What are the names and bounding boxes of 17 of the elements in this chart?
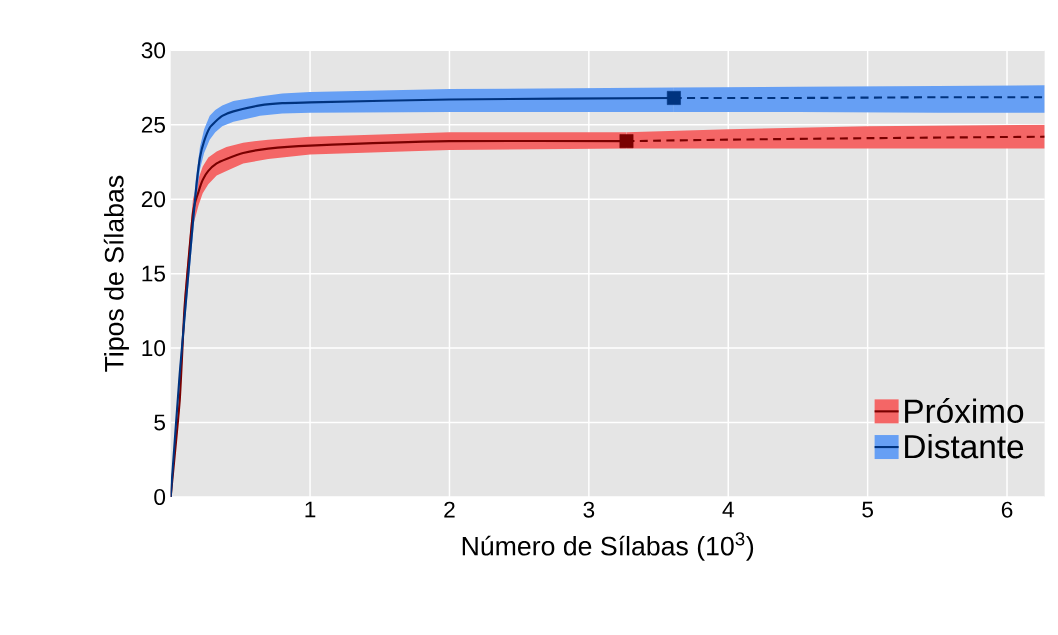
x-tick-label: 1 xyxy=(305,501,316,518)
y-tick-label: 25 xyxy=(141,116,165,133)
y-tick-label: 5 xyxy=(154,414,165,431)
y-tick-label: 20 xyxy=(141,191,166,208)
y-tick-label: 15 xyxy=(142,265,165,282)
x-tick-label: 6 xyxy=(1001,501,1013,518)
y-tick-label: 0 xyxy=(154,488,166,506)
y-tick-label: 10 xyxy=(142,340,166,357)
y-tick-label: 30 xyxy=(141,42,166,59)
x-tick-label: 3 xyxy=(583,501,595,518)
x-tick-label: 4 xyxy=(722,501,734,518)
legend-label: Próximo xyxy=(905,398,1024,423)
x-tick-label: 2 xyxy=(444,501,455,518)
y-axis-title: Tipos de Sílabas xyxy=(103,175,129,372)
legend-label: Distante xyxy=(905,433,1024,459)
x-axis-title: Número de Sílabas (10$^{3}$) xyxy=(462,532,754,561)
x-tick-label: 5 xyxy=(862,501,873,518)
